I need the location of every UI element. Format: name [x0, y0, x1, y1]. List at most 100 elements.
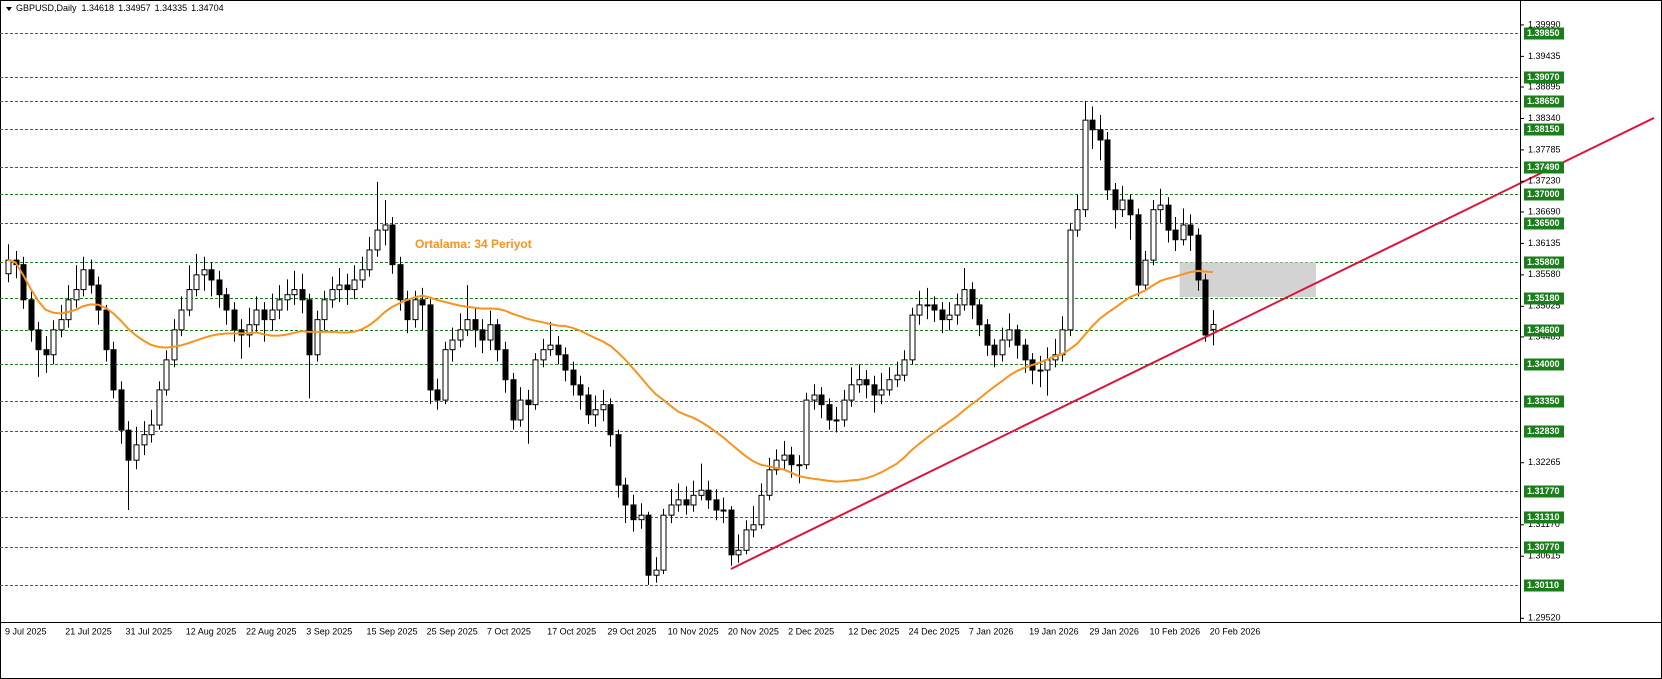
candle-body	[1014, 329, 1021, 346]
candle-body	[502, 349, 509, 381]
candle-body	[208, 269, 215, 281]
candle-body	[698, 489, 705, 496]
candle-body	[841, 399, 848, 421]
axis-layer: 1.39990 1.39435 1.38895 1.38340 1.37785 1.372…	[5, 19, 1564, 636]
candle-body	[660, 514, 667, 571]
y-tick-label: 1.38340	[1528, 113, 1561, 123]
candle-body	[1059, 329, 1066, 356]
candle-body	[728, 509, 735, 556]
candle-body	[615, 434, 622, 486]
level-label-box	[1524, 95, 1564, 108]
x-tick-label: 20 Feb 2026	[1210, 626, 1261, 636]
x-tick-label: 2 Dec 2025	[788, 626, 834, 636]
candle-body	[449, 339, 456, 351]
candle-body	[374, 229, 381, 251]
level-label: 1.37490	[1527, 162, 1560, 172]
candle-body	[607, 404, 614, 436]
candle-body	[344, 284, 351, 291]
candle-body	[931, 304, 938, 311]
candle-body	[1172, 229, 1179, 241]
candle-body	[645, 514, 652, 576]
candle-body	[442, 349, 449, 401]
candle-body	[359, 269, 366, 281]
candle-body	[464, 319, 471, 331]
candle-body	[125, 429, 132, 461]
candle-body	[479, 329, 486, 341]
candle-body	[811, 394, 818, 401]
y-tick-label: 1.29520	[1528, 613, 1561, 623]
candles-layer	[5, 100, 1217, 585]
x-tick-label: 10 Feb 2026	[1150, 626, 1201, 636]
candle-body	[653, 569, 660, 576]
level-label-box	[1524, 123, 1564, 136]
candle-body	[193, 274, 200, 291]
level-label: 1.36500	[1527, 218, 1560, 228]
candle-body	[961, 289, 968, 306]
candle-body	[389, 224, 396, 266]
candle-body	[1157, 204, 1164, 211]
level-label: 1.32830	[1527, 426, 1560, 436]
candle-body	[1006, 329, 1013, 341]
candle-body	[1142, 259, 1149, 286]
candle-body	[622, 484, 629, 506]
level-label-box	[1524, 358, 1564, 371]
lines-layer	[7, 116, 1655, 570]
level-label: 1.38150	[1527, 124, 1560, 134]
candle-body	[148, 424, 155, 436]
candle-body	[969, 289, 976, 306]
level-label-box	[1524, 27, 1564, 40]
candle-body	[1165, 204, 1172, 231]
candle-body	[366, 249, 373, 271]
candle-body	[946, 314, 953, 321]
candle-body	[306, 299, 313, 356]
candle-body	[201, 269, 208, 276]
level-label-box	[1524, 324, 1564, 337]
candle-body	[592, 409, 599, 416]
candle-body	[253, 309, 260, 326]
candle-body	[186, 289, 193, 311]
candle-body	[321, 299, 328, 321]
x-tick-label: 25 Sep 2025	[427, 626, 478, 636]
level-label-box	[1524, 217, 1564, 230]
candle-body	[163, 359, 170, 391]
candle-body	[1135, 214, 1142, 286]
candle-body	[178, 309, 185, 331]
level-label: 1.30110	[1527, 580, 1559, 590]
candle-body	[276, 299, 283, 311]
candle-body	[1202, 279, 1209, 336]
candle-body	[781, 454, 788, 461]
candle-body	[284, 294, 291, 301]
symbol: GBPUSD,Daily	[16, 3, 77, 13]
level-label-box	[1524, 511, 1564, 524]
candle-body	[766, 469, 773, 496]
x-tick-label: 9 Jul 2025	[5, 626, 47, 636]
zone	[1179, 262, 1316, 297]
candle-body	[562, 354, 569, 371]
candle-body	[1150, 209, 1157, 261]
trendline	[730, 116, 1655, 570]
x-tick-label: 15 Sep 2025	[366, 626, 417, 636]
y-tick-label: 1.37785	[1528, 144, 1561, 154]
candle-body	[269, 309, 276, 321]
candle-body	[758, 494, 765, 526]
level-label: 1.35800	[1527, 257, 1560, 267]
candle-body	[1074, 209, 1081, 231]
y-tick-label: 1.36690	[1528, 206, 1561, 216]
candle-body	[412, 299, 419, 321]
candle-body	[705, 489, 712, 501]
moving-average	[7, 259, 1213, 483]
candle-body	[141, 434, 148, 446]
candle-body	[547, 344, 554, 351]
x-tick-label: 20 Nov 2025	[728, 626, 779, 636]
annotation: Ortalama: 34 Periyot	[415, 237, 532, 251]
candle-body	[735, 549, 742, 556]
y-tick-label: 1.35025	[1528, 301, 1561, 311]
candle-body	[856, 379, 863, 386]
y-tick-label: 1.32265	[1528, 457, 1561, 467]
candle-body	[690, 494, 697, 506]
candle-body	[397, 264, 404, 301]
candle-body	[1187, 224, 1194, 236]
level-label: 1.31310	[1527, 512, 1560, 522]
candle-body	[1195, 234, 1202, 281]
